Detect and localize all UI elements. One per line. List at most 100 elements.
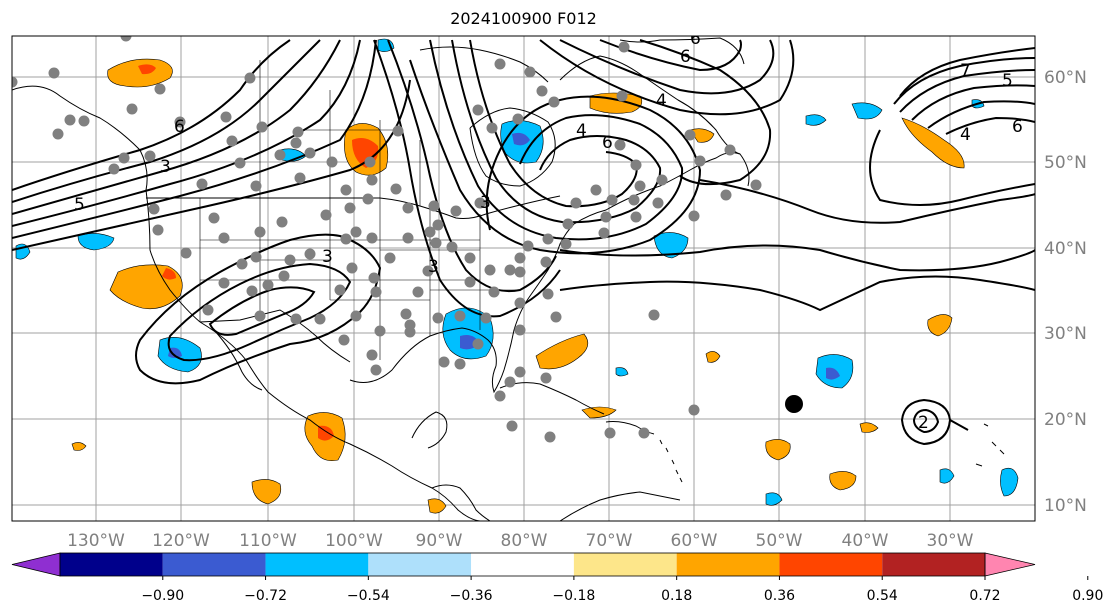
observation-dot	[78, 115, 90, 127]
observation-dot	[472, 338, 484, 350]
observation-dot	[486, 122, 498, 134]
observation-dot	[320, 209, 332, 221]
observation-dot	[274, 149, 286, 161]
observation-dot	[108, 163, 120, 175]
contour-ne-4	[911, 84, 1035, 121]
observation-dot	[616, 90, 628, 102]
observation-dot	[524, 66, 536, 78]
observation-dot	[474, 197, 486, 209]
lon-label: 120°W	[152, 531, 210, 551]
observation-dot	[614, 139, 626, 151]
colorbar-segment	[882, 553, 985, 576]
observation-dot	[402, 202, 414, 214]
patch-pos-caribbean	[581, 406, 617, 419]
observation-dot	[338, 334, 350, 346]
coast-baja	[213, 329, 263, 391]
patch-pos-labrador	[589, 92, 643, 114]
observation-dot	[428, 200, 440, 212]
observation-dot	[366, 349, 378, 361]
observation-dot	[202, 304, 214, 316]
map-title: 2024100900 F012	[450, 9, 597, 28]
contour-hurricane-2	[912, 408, 940, 434]
observation-dot	[494, 390, 506, 402]
observation-dot	[464, 252, 476, 264]
contour-label: 7	[960, 61, 971, 81]
coast-s-america	[559, 491, 681, 521]
observation-dot	[512, 113, 524, 125]
contour-low-5	[373, 39, 561, 318]
observation-dot	[148, 203, 160, 215]
observation-dot	[278, 270, 290, 282]
observation-dot	[432, 219, 444, 231]
contour-label: 6	[1012, 117, 1023, 137]
observation-dot	[684, 129, 696, 141]
observation-dot	[618, 41, 630, 53]
observation-dot	[454, 310, 466, 322]
observation-dot	[570, 197, 582, 209]
border-us-mexico	[199, 309, 351, 363]
observation-dot	[606, 194, 618, 206]
colorbar-tick-label: 0.90	[1072, 588, 1103, 604]
patch-pos-small-2	[427, 498, 447, 514]
lat-label: 10°N	[1044, 496, 1087, 516]
observation-dot	[366, 232, 378, 244]
longitude-labels: 130°W 120°W 110°W 100°W 90°W 80°W 70°W 60°W 50°W…	[67, 531, 974, 551]
observation-dot	[346, 262, 358, 274]
observation-dot	[48, 67, 60, 79]
observation-dot	[514, 297, 526, 309]
patch-pos-sw-core	[162, 268, 176, 280]
observation-dot	[724, 144, 736, 156]
lon-label: 30°W	[927, 531, 974, 551]
colorbar-arrow-left	[11, 552, 61, 577]
lat-label: 30°N	[1044, 324, 1087, 344]
colorbar-segment	[676, 553, 780, 576]
contour-labels: 6 5 4 3 6 6 3 4 3 3 6 4 7 5 2 6	[74, 36, 1023, 433]
observation-dot	[362, 193, 374, 205]
observation-dot	[720, 189, 732, 201]
observation-dot	[340, 184, 352, 196]
observation-dot	[656, 174, 668, 186]
coast-cuba	[499, 382, 605, 415]
colorbar-arrow-right	[984, 552, 1036, 577]
observation-dot	[402, 232, 414, 244]
cape-verde	[975, 423, 1005, 467]
colorbar-tick-label: 0.36	[764, 588, 795, 604]
observation-dot	[514, 324, 526, 336]
observation-dot	[250, 251, 262, 263]
observation-dot	[144, 150, 156, 162]
lon-label: 70°W	[586, 531, 633, 551]
contour-low-6	[387, 39, 557, 292]
lon-label: 90°W	[416, 531, 463, 551]
observation-dot	[548, 96, 560, 108]
colorbar-tick-label: −0.54	[347, 588, 390, 604]
observation-dot	[370, 286, 382, 298]
observation-dot	[154, 83, 166, 95]
observation-dot	[304, 248, 316, 260]
observation-dot	[604, 427, 616, 439]
observation-dot	[540, 256, 552, 268]
colorbar-segment	[779, 553, 883, 576]
patch-neg-east-3	[765, 492, 783, 506]
observation-dot	[630, 211, 642, 223]
observation-dot	[630, 159, 642, 171]
observation-dot	[504, 376, 516, 388]
contour-ne-6	[945, 116, 1035, 135]
observation-dot	[542, 233, 554, 245]
observation-dot	[562, 218, 574, 230]
contour-ne-2	[893, 57, 1035, 105]
observation-dot	[472, 104, 484, 116]
observation-dot	[390, 183, 402, 195]
contour-label: 4	[576, 121, 587, 141]
patch-pos-atlantic-4	[927, 314, 953, 337]
observation-dot	[536, 85, 548, 97]
coast-hudson	[469, 107, 556, 187]
observation-dot	[638, 427, 650, 439]
patch-pos-nfld	[689, 128, 715, 143]
observation-dot	[432, 312, 444, 324]
observation-dot	[180, 247, 192, 259]
contour-ne-1	[899, 47, 1035, 97]
contour-west-3	[208, 286, 316, 336]
observation-dot	[218, 277, 230, 289]
contours	[12, 39, 1035, 446]
contour-label: 3	[322, 247, 333, 267]
